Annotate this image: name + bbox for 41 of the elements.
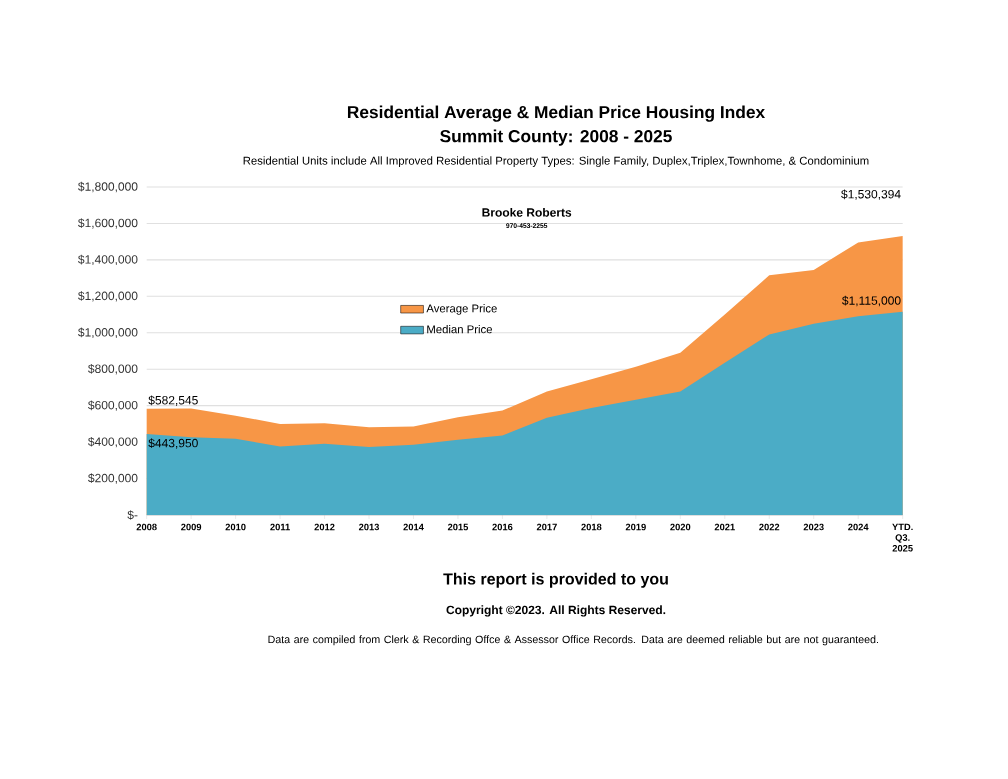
data-label: $582,545 bbox=[148, 395, 198, 406]
data-label: $443,950 bbox=[148, 438, 198, 449]
x-tick-label: 2015 bbox=[447, 523, 469, 531]
y-tick-label: $1,000,000 bbox=[78, 327, 138, 338]
y-tick-label: $1,200,000 bbox=[78, 291, 138, 302]
x-tick-label: 2008 bbox=[136, 523, 157, 531]
legend-label: Median Price bbox=[427, 324, 492, 334]
data-label: $1,530,394 bbox=[841, 189, 901, 200]
x-tick-label: 2023 bbox=[803, 523, 824, 531]
text: Residential Units include All Improved Residential Property Types: Single Family, Duplex,Triplex,Townhome, & Condominium bbox=[243, 156, 869, 167]
y-tick-label: $1,800,000 bbox=[78, 181, 138, 193]
y-tick-label: $800,000 bbox=[88, 364, 138, 375]
y-tick-label: $1,600,000 bbox=[78, 218, 138, 229]
legend-label: Average Price bbox=[426, 304, 497, 315]
x-tick-label: 2014 bbox=[403, 523, 424, 531]
x-tick-label: 2020 bbox=[670, 523, 691, 531]
x-tick-label: 2016 bbox=[492, 523, 513, 531]
y-tick-label: $600,000 bbox=[88, 400, 138, 411]
chart-subtitle: Summit County: 2008 - 2025 bbox=[440, 129, 672, 146]
x-tick-label: 2021 bbox=[714, 523, 735, 531]
x-tick-label: 2022 bbox=[759, 523, 780, 531]
x-tick-label: 2013 bbox=[358, 523, 380, 531]
y-tick-label: $400,000 bbox=[88, 436, 138, 448]
text: Data are compiled from Clerk & Recording Offce & Assessor Office Records. Data are deemed reliable but are not guaranteed. bbox=[268, 635, 878, 646]
x-tick-label: 2024 bbox=[848, 523, 869, 531]
x-tick-label: YTD. Q3. 2025 bbox=[892, 523, 913, 552]
chart-title: Residential Average & Median Price Housing Index bbox=[347, 105, 766, 122]
text: Copyright ©2023. All Rights Reserved. bbox=[446, 605, 666, 617]
x-tick-label: 2019 bbox=[625, 523, 646, 531]
x-tick-label: 2018 bbox=[581, 523, 602, 531]
x-tick-label: 2009 bbox=[181, 523, 202, 531]
data-label: $1,115,000 bbox=[842, 295, 901, 307]
y-tick-label: $- bbox=[127, 510, 138, 520]
x-tick-label: 2012 bbox=[314, 523, 335, 531]
text: This report is provided to you bbox=[443, 572, 668, 588]
y-tick-label: $200,000 bbox=[88, 473, 138, 484]
x-tick-label: 2010 bbox=[225, 523, 246, 531]
annotation: Brooke Roberts bbox=[482, 207, 572, 217]
x-tick-label: 2017 bbox=[536, 523, 557, 531]
y-tick-label: $1,400,000 bbox=[78, 254, 138, 266]
x-tick-label: 2011 bbox=[270, 523, 290, 531]
